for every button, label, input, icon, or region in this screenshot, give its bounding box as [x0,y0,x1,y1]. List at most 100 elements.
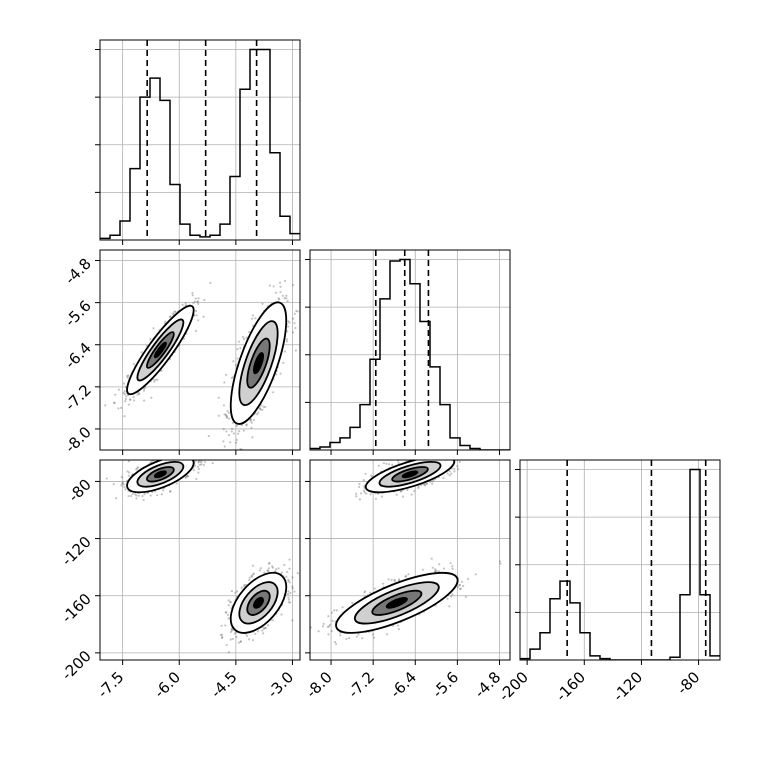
p2-vs-p0-point [291,576,294,579]
p2-vs-p0-point [293,590,296,593]
p1-vs-p0-ytick-label-0: -4.8 [61,255,94,288]
hist-p0-histogram-step [100,48,300,240]
p2-vs-p0-point [247,638,251,641]
p2-vs-p1-point [362,478,365,482]
p1-vs-p0-point [125,395,128,398]
p1-vs-p0-point [197,302,200,306]
p1-vs-p0-point [184,302,187,305]
p2-vs-p0-point [121,482,124,485]
p1-vs-p0-point [144,386,147,389]
p1-vs-p0-point [281,294,284,297]
hist-p2-histogram-step [520,468,720,660]
p2-vs-p0-point [174,457,176,459]
p2-vs-p1-point [446,451,448,453]
p1-vs-p0-point [251,436,254,439]
p1-vs-p0-point [283,296,286,300]
p1-vs-p0-point [153,380,156,383]
p2-vs-p0-point [288,558,291,561]
p2-vs-p0-point [248,578,251,582]
p2-vs-p0-point [252,573,255,576]
p2-vs-p0-point [227,599,230,602]
p1-vs-p0-point [295,309,298,312]
p2-vs-p1-point [452,456,454,458]
p2-vs-p0-point [251,564,255,567]
p1-vs-p0-point [287,320,290,323]
p2-vs-p0-point [239,640,243,643]
p1-vs-p0-point [168,315,171,318]
p2-vs-p1-point [433,570,437,573]
p2-vs-p1-point [459,457,461,459]
p2-vs-p0-point [127,460,131,463]
p2-vs-p1-point [358,485,361,489]
hist-p2-hist-bin-6 [580,633,590,660]
p2-vs-p1-point [410,493,413,496]
hist-p2-hist-bin-5 [570,603,580,660]
p1-vs-p0-point [225,414,228,417]
p2-vs-p0-point [271,566,275,569]
p2-vs-p0-point [240,586,243,589]
p2-vs-p0-point [182,457,184,459]
hist-p1-hist-bin-3 [340,438,350,450]
p1-vs-p0-point [124,397,128,401]
p2-vs-p1-point [440,457,442,459]
p2-vs-p0-point [176,454,178,456]
hist-p1-hist-bin-2 [330,442,340,450]
p2-vs-p0-point [198,454,200,456]
p2-vs-p1-point [406,488,409,492]
p2-vs-p1-point [450,472,453,475]
p2-vs-p1-point [453,470,456,473]
p2-vs-p0-point [149,461,152,464]
p1-vs-p0-point [222,440,225,443]
p1-vs-p0-point [242,337,246,340]
p1-vs-p0-point [287,325,290,328]
p1-vs-p0-point [136,393,139,396]
panel-p2-vs-p0-plot [100,454,300,660]
p2-vs-p0-point [182,456,184,458]
p1-vs-p0-point [291,331,295,334]
p2-vs-p0-point [203,460,207,464]
p2-vs-p0-point [200,463,203,466]
p1-vs-p0-point [296,310,299,313]
p2-vs-p0-point [134,493,137,496]
p2-vs-p0-point [267,567,270,570]
p2-vs-p0-point [271,619,274,622]
p2-vs-p0-point [261,629,264,632]
p2-vs-p0-point [220,633,224,636]
p1-vs-p0-ytick-label-3: -7.2 [61,381,94,414]
p2-vs-p1-point [388,463,391,466]
p1-vs-p0-point [285,297,288,300]
p1-vs-p0-point [282,361,285,364]
p2-vs-p1-point [351,601,354,605]
p2-vs-p0-point [199,455,201,457]
p1-vs-p0-point [193,300,196,303]
p1-vs-p0-point [214,460,216,462]
p1-vs-p0-point [227,417,231,420]
hist-p2-hist-bin-3 [550,599,560,660]
p1-vs-p0-point [245,423,248,426]
p1-vs-p0-point [242,429,245,432]
p2-vs-p0-point [254,632,257,636]
p1-vs-p0-point [294,349,297,352]
p2-vs-p1-point [331,619,334,623]
p1-vs-p0-point [292,284,295,287]
p1-vs-p0-point [224,413,227,416]
panel-hist-p2: -200 -160 -120 -80 [495,459,721,705]
p2-vs-p1-point [437,454,439,456]
p2-vs-p0-point [187,456,189,458]
p1-vs-p0-point [197,297,200,300]
p2-vs-p1-point [363,491,366,494]
p1-vs-p0-point [254,317,257,320]
p2-vs-p1-point [460,450,462,452]
p1-vs-p0-point [142,399,146,402]
p2-vs-p0-point [275,568,278,571]
p2-vs-p0-point [291,619,294,622]
p2-vs-p1-point [430,457,432,459]
p2-vs-p0-point [296,572,299,575]
p1-vs-p0-point [117,407,120,410]
p1-vs-p0-point [236,347,239,351]
p2-vs-p0-point [170,455,172,457]
panel-p1-vs-p0: -4.8-5.6-6.4-7.2-8.0 [61,249,301,462]
p1-vs-p0-point [196,300,199,303]
p2-vs-p1-point [474,573,477,576]
p2-vs-p0-point [289,591,292,595]
